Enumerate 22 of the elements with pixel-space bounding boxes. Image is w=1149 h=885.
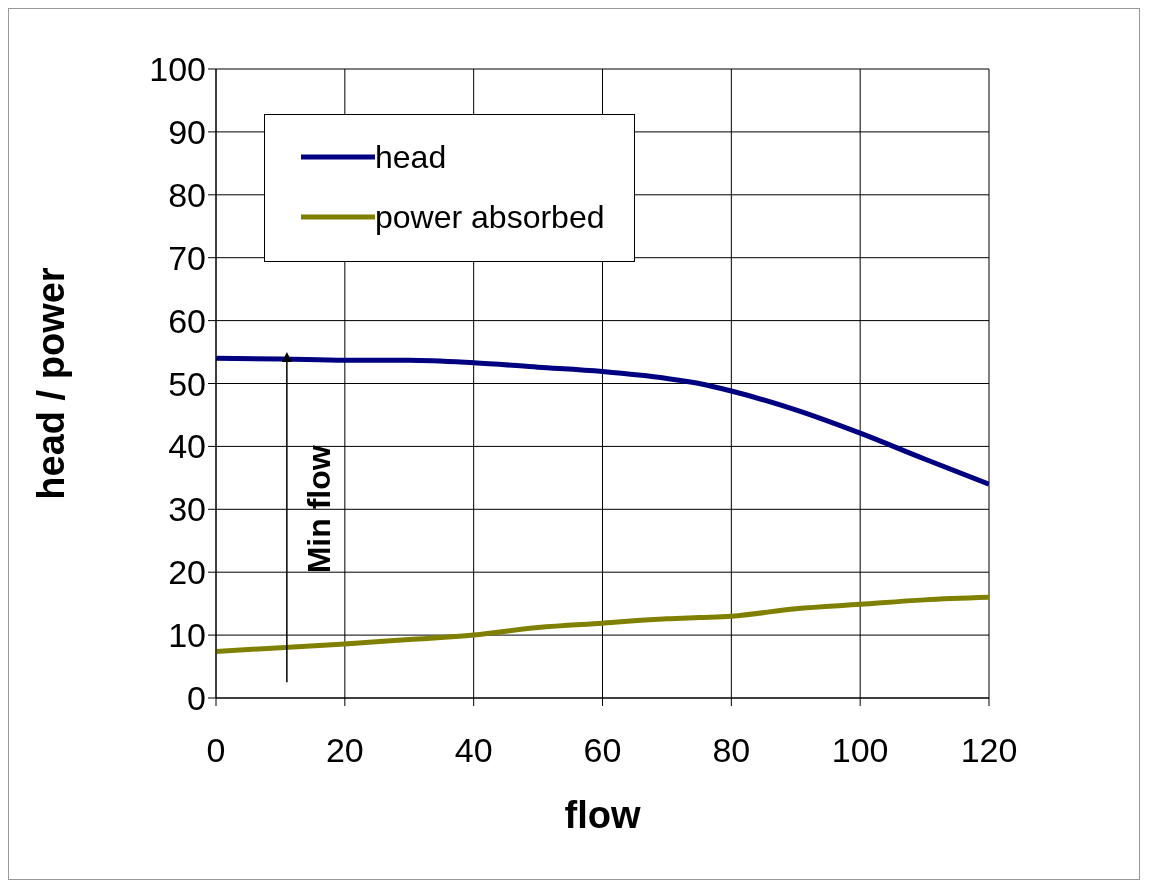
y-tick-label: 60 [168,301,206,340]
y-axis-title: head / power [30,267,73,500]
y-tick-label: 40 [168,427,206,466]
y-tick-label: 70 [168,238,206,277]
y-tick-label: 30 [168,490,206,529]
legend-label: power absorbed [375,198,605,236]
y-tick-label: 50 [168,364,206,403]
y-tick-label: 20 [168,553,206,592]
y-tick-label: 80 [168,175,206,214]
y-tick-label: 90 [168,112,206,151]
x-tick-label: 100 [831,731,889,770]
x-tick-label: 40 [454,731,493,770]
y-tick-label: 0 [187,679,206,718]
x-tick-label: 120 [960,731,1018,770]
x-tick-label: 80 [712,731,751,770]
x-tick-label: 20 [325,731,364,770]
y-tick-label: 10 [168,616,206,655]
x-axis-title: flow [564,794,641,836]
ref-line-label: Min flow [300,445,337,574]
x-tick-label: 60 [583,731,622,770]
y-tick-label: 100 [149,50,206,89]
legend-label: head [375,138,447,176]
